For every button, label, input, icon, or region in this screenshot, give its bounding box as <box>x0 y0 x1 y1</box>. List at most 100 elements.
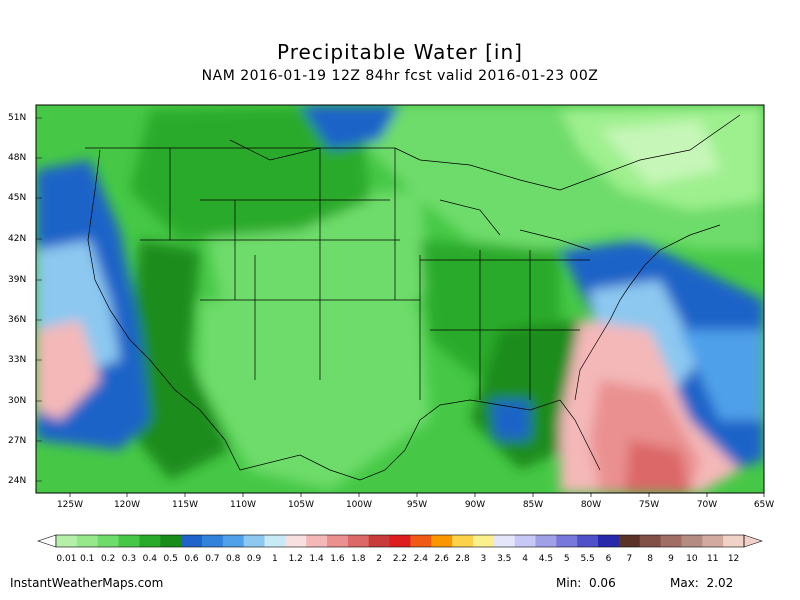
colorbar-label: 10 <box>686 554 698 564</box>
lon-label-95w: 95W <box>406 500 428 510</box>
colorbar-swatch <box>118 535 140 547</box>
colorbar-swatch <box>347 535 370 547</box>
max-label: Max: <box>670 576 699 590</box>
colorbar-label: 0.1 <box>80 554 95 564</box>
colorbar-swatch <box>201 535 224 547</box>
colorbar-label: 0.6 <box>184 554 199 564</box>
colorbar-label: 0.01 <box>56 554 77 564</box>
colorbar-label: 0.4 <box>142 554 157 564</box>
colorbar-frame <box>55 534 745 548</box>
colorbar-swatch <box>493 535 516 547</box>
graticule <box>36 117 42 482</box>
colorbar-swatch <box>514 535 537 547</box>
colorbar-swatch <box>472 535 495 547</box>
lon-label-105w: 105W <box>287 500 315 510</box>
colorbar-swatch <box>327 535 349 547</box>
colorbar-swatch <box>160 535 182 547</box>
colorbar-swatch <box>139 535 161 547</box>
colorbar-swatch <box>556 535 578 547</box>
colorbar-swatch <box>535 535 557 547</box>
colorbar-swatch <box>431 535 453 547</box>
lon-label-65w: 65W <box>753 500 775 510</box>
colorbar-swatch <box>97 535 120 547</box>
colorbar-label: 2.4 <box>413 554 428 564</box>
colorbar-label: 9 <box>668 554 674 564</box>
lat-label-45n: 45N <box>8 193 27 203</box>
colorbar-swatch <box>389 535 411 547</box>
colorbar-label: 1.2 <box>288 554 303 564</box>
colorbar-label: 1 <box>272 554 278 564</box>
colorbar-label: 0.7 <box>205 554 220 564</box>
colorbar-swatch <box>76 535 99 547</box>
lat-label-51n: 51N <box>8 113 27 123</box>
colorbar-swatch <box>222 535 245 547</box>
lon-label-110w: 110W <box>229 500 257 510</box>
colorbar-swatch <box>368 535 391 547</box>
colorbar-swatch <box>452 535 474 547</box>
colorbar-label: 2.8 <box>455 554 470 564</box>
colorbar-label: 4.5 <box>538 554 554 564</box>
field-palest-green <box>600 120 720 185</box>
colorbar-label: 3 <box>480 554 487 564</box>
lat-label-33n: 33N <box>8 355 27 365</box>
colorbar-label: 5.5 <box>580 554 595 564</box>
lat-label-30n: 30N <box>8 396 27 406</box>
colorbar-swatch <box>264 535 286 547</box>
colorbar-swatch <box>410 535 432 547</box>
state-lines <box>140 148 590 400</box>
lat-label-36n: 36N <box>8 315 27 325</box>
coastline-atlantic <box>574 224 721 401</box>
lat-label-24n: 24N <box>8 476 27 486</box>
colorbar-label: 1.4 <box>309 554 324 564</box>
colorbar-label: 12 <box>727 554 740 564</box>
lat-label-48n: 48N <box>8 153 27 163</box>
colorbar-swatch <box>56 535 78 547</box>
colorbar-swatch <box>285 535 307 547</box>
colorbar-label: 0.5 <box>163 554 178 564</box>
min-readout: Min: 0.06 <box>556 576 616 590</box>
lon-ticks <box>69 493 765 497</box>
colorbar-label: 2.2 <box>392 554 408 564</box>
colorbar-label: 1.6 <box>330 554 345 564</box>
map-field <box>36 105 764 493</box>
field-gulf-blue <box>490 400 530 440</box>
colorbar-label: 0.9 <box>246 554 262 564</box>
colorbar-arrow-left <box>37 534 57 548</box>
colorbar-label: 4 <box>522 554 528 564</box>
source-credit: InstantWeatherMaps.com <box>10 576 164 590</box>
colorbar-swatch <box>306 535 328 547</box>
lon-label-90w: 90W <box>464 500 486 510</box>
field-pacific-pink <box>36 320 100 420</box>
colorbar-swatch <box>181 535 203 547</box>
lon-label-80w: 80W <box>580 500 602 510</box>
map-frame <box>35 104 765 494</box>
colorbar-label: 5 <box>563 554 570 564</box>
lon-label-115w: 115W <box>171 500 199 510</box>
colorbar-label: 6 <box>605 554 612 564</box>
colorbar-swatch <box>723 535 745 547</box>
lat-label-42n: 42N <box>8 234 27 244</box>
colorbar <box>37 534 763 548</box>
colorbar-label: 0.2 <box>100 554 116 564</box>
lat-label-39n: 39N <box>8 275 27 285</box>
colorbar-swatch <box>618 535 641 547</box>
colorbar-label: 8 <box>647 554 654 564</box>
field-canada-blue <box>300 105 400 150</box>
colorbar-swatch <box>702 535 724 547</box>
coastline-gulf <box>239 399 601 481</box>
border-canada-east <box>394 114 741 191</box>
colorbar-label: 3.5 <box>497 554 512 564</box>
colorbar-label: 2 <box>376 554 382 564</box>
lon-label-75w: 75W <box>638 500 660 510</box>
max-readout: Max: 2.02 <box>670 576 733 590</box>
colorbar-label: 0.8 <box>226 554 241 564</box>
field-northwest-dark <box>130 105 370 240</box>
boundaries <box>85 114 741 481</box>
max-value: 2.02 <box>706 576 734 590</box>
colorbar-swatch <box>681 535 703 547</box>
field-ocean-blue <box>680 330 764 420</box>
field-southwest <box>200 300 430 490</box>
colorbar-arrow-right <box>743 534 763 548</box>
colorbar-swatch <box>639 535 662 547</box>
